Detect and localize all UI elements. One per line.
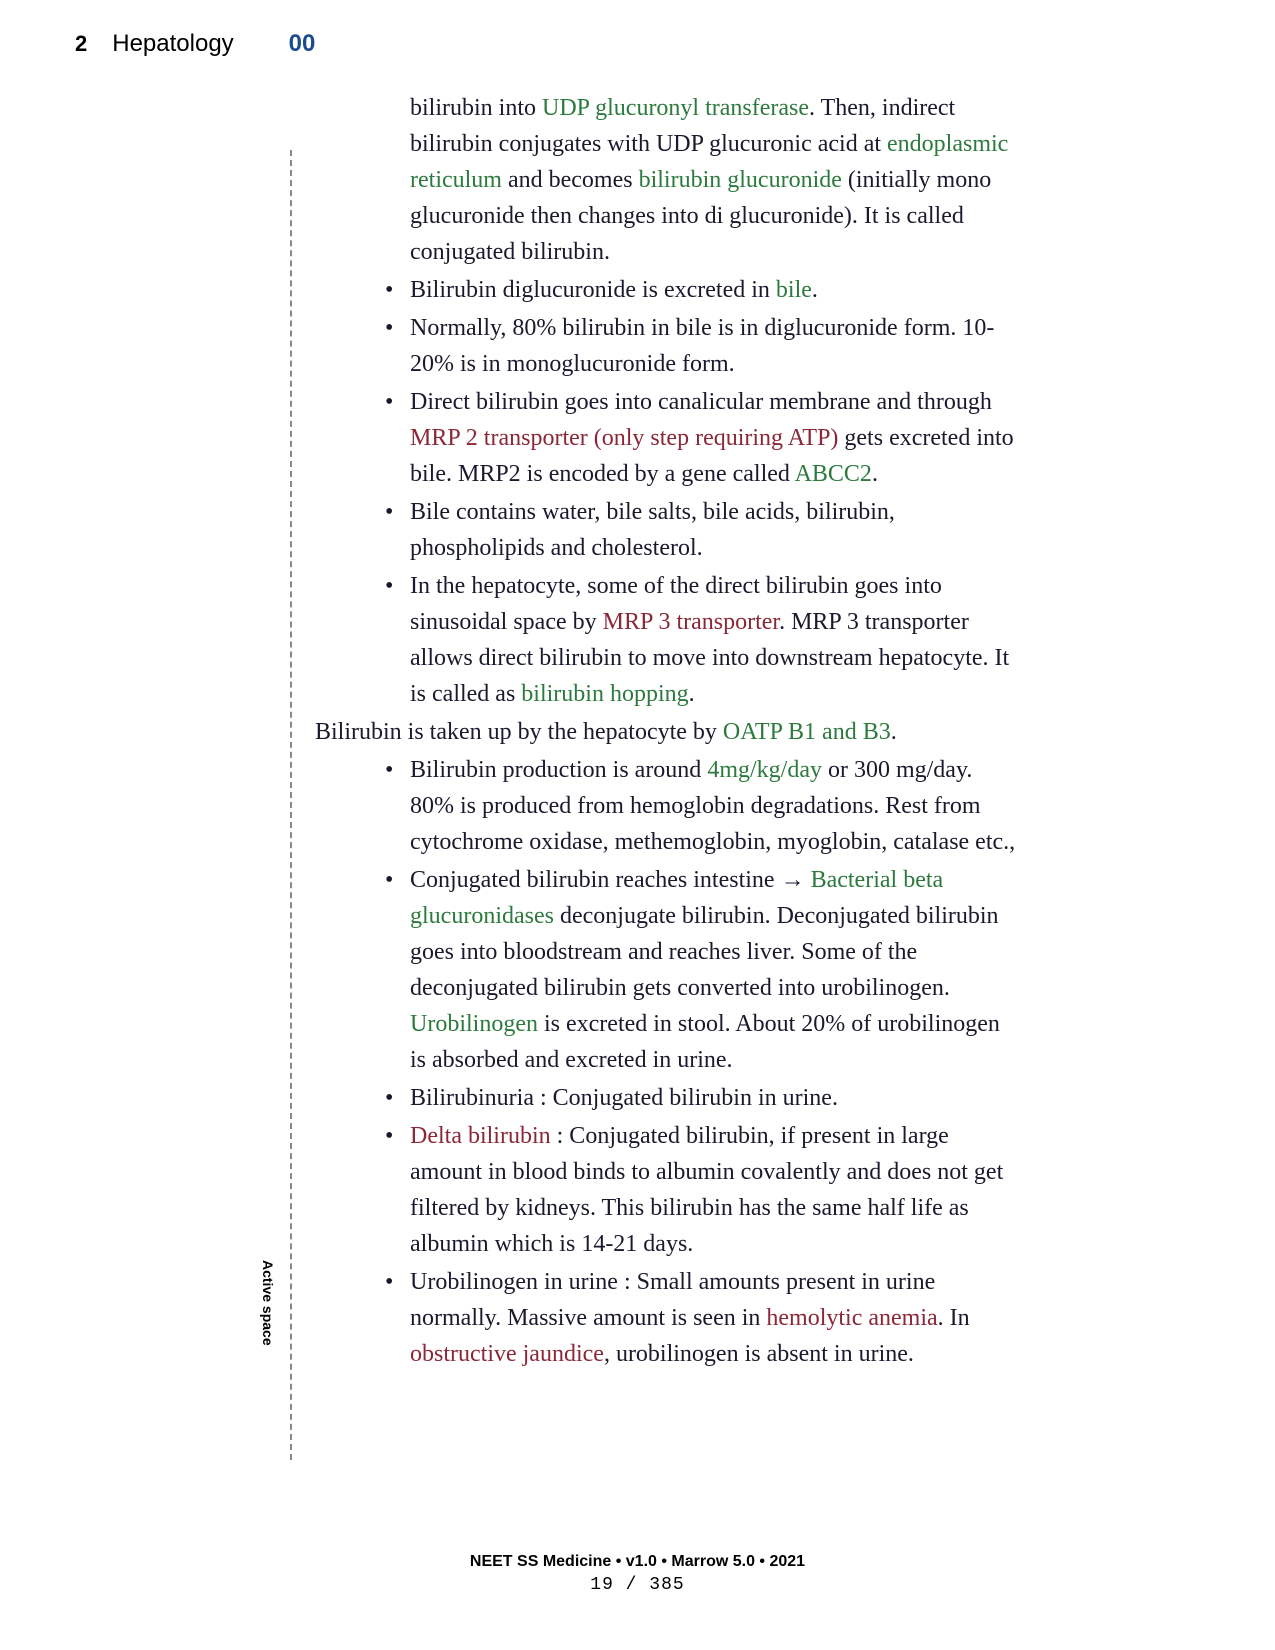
term-abcc2: ABCC2 [795,461,872,487]
bullet-8: Bilirubinuria : Conjugated bilirubin in … [380,1080,1020,1116]
chapter-title: Hepatology [112,30,233,58]
text: . [872,461,878,487]
active-space-label: Active space [260,1260,276,1346]
text: . [689,681,695,707]
text: Bilirubin diglucuronide is excreted in [410,277,776,303]
bullet-7: Conjugated bilirubin reaches intestine →… [380,862,1020,1078]
note-content: bilirubin into UDP glucuronyl transferas… [380,90,1020,1372]
bullet-2: Normally, 80% bilirubin in bile is in di… [380,310,1020,382]
term-obstructive: obstructive jaundice [410,1341,604,1367]
text: , urobilinogen is absent in urine. [604,1341,914,1367]
term-mrp3: MRP 3 transporter [603,609,779,635]
term-delta: Delta bilirubin [410,1123,551,1149]
text: Conjugated bilirubin reaches intestine [410,867,781,893]
term-bile: bile [776,277,812,303]
margin-divider [290,150,292,1460]
text: Direct bilirubin goes into canalicular m… [410,389,992,415]
topic-number: 00 [289,30,316,58]
outdent-line: Bilirubin is taken up by the hepatocyte … [315,714,1020,750]
bullet-6: Bilirubin production is around 4mg/kg/da… [380,752,1020,860]
footer-line: NEET SS Medicine • v1.0 • Marrow 5.0 • 2… [0,1553,1275,1571]
term-urobilinogen: Urobilinogen [410,1011,538,1037]
text: bilirubin into [410,95,542,121]
intro-paragraph: bilirubin into UDP glucuronyl transferas… [380,90,1020,270]
term-hemolytic: hemolytic anemia [766,1305,937,1331]
bullet-5: In the hepatocyte, some of the direct bi… [380,568,1020,712]
text: . In [938,1305,970,1331]
bullet-3: Direct bilirubin goes into canalicular m… [380,384,1020,492]
page-footer: NEET SS Medicine • v1.0 • Marrow 5.0 • 2… [0,1553,1275,1595]
page-number: 2 [75,31,87,57]
term-rate: 4mg/kg/day [707,757,822,783]
term-udp: UDP glucuronyl transferase [542,95,809,121]
bullet-9: Delta bilirubin : Conjugated bilirubin, … [380,1118,1020,1262]
text: . [891,719,897,745]
term-hopping: bilirubin hopping [521,681,688,707]
bullet-1: Bilirubin diglucuronide is excreted in b… [380,272,1020,308]
arrow-icon: → [781,866,805,893]
term-mrp2: MRP 2 transporter (only step requiring A… [410,425,838,451]
text: . [812,277,818,303]
text: and becomes [502,167,639,193]
text: Bilirubin is taken up by the hepatocyte … [315,719,723,745]
bullet-4: Bile contains water, bile salts, bile ac… [380,494,1020,566]
term-bg: bilirubin glucuronide [639,167,842,193]
bullet-10: Urobilinogen in urine : Small amounts pr… [380,1264,1020,1372]
text: Bilirubin production is around [410,757,707,783]
page-header: 2 Hepatology 00 [75,30,315,58]
footer-page: 19 / 385 [0,1575,1275,1595]
term-oatp: OATP B1 and B3 [723,719,891,745]
